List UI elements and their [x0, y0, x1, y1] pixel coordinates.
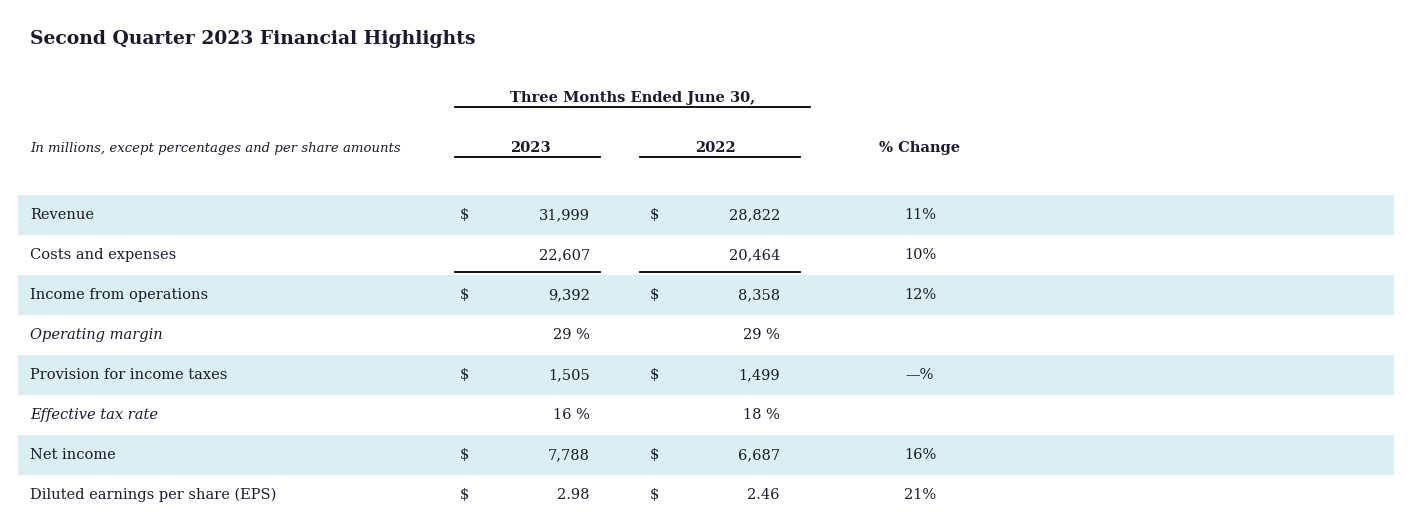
Text: Costs and expenses: Costs and expenses — [30, 248, 176, 262]
Text: —%: —% — [907, 368, 935, 382]
Text: 1,499: 1,499 — [738, 368, 779, 382]
Text: $: $ — [650, 288, 659, 302]
Text: $: $ — [460, 288, 469, 302]
Text: Three Months Ended June 30,: Three Months Ended June 30, — [510, 91, 755, 105]
Text: 9,392: 9,392 — [548, 288, 590, 302]
Text: 29 %: 29 % — [554, 328, 590, 342]
Text: 16 %: 16 % — [554, 408, 590, 422]
Text: $: $ — [460, 208, 469, 222]
Text: $: $ — [460, 368, 469, 382]
Text: 2.98: 2.98 — [558, 488, 590, 502]
Text: $: $ — [460, 488, 469, 502]
Text: 12%: 12% — [904, 288, 936, 302]
Text: 2022: 2022 — [695, 141, 736, 155]
Bar — [18, 275, 1394, 315]
Text: 1,505: 1,505 — [548, 368, 590, 382]
Text: Second Quarter 2023 Financial Highlights: Second Quarter 2023 Financial Highlights — [30, 30, 476, 48]
Text: 20,464: 20,464 — [729, 248, 779, 262]
Text: 28,822: 28,822 — [729, 208, 779, 222]
Text: $: $ — [650, 368, 659, 382]
Text: 7,788: 7,788 — [548, 448, 590, 462]
Bar — [18, 435, 1394, 475]
Text: 29 %: 29 % — [743, 328, 779, 342]
Text: Income from operations: Income from operations — [30, 288, 208, 302]
Text: 2.46: 2.46 — [747, 488, 779, 502]
Text: Net income: Net income — [30, 448, 116, 462]
Text: $: $ — [460, 448, 469, 462]
Text: % Change: % Change — [880, 141, 960, 155]
Bar — [18, 195, 1394, 235]
Text: 21%: 21% — [904, 488, 936, 502]
Text: 8,358: 8,358 — [738, 288, 779, 302]
Text: Diluted earnings per share (EPS): Diluted earnings per share (EPS) — [30, 488, 277, 502]
Bar — [18, 355, 1394, 395]
Text: $: $ — [650, 488, 659, 502]
Text: 10%: 10% — [904, 248, 936, 262]
Text: 18 %: 18 % — [743, 408, 779, 422]
Text: 22,607: 22,607 — [539, 248, 590, 262]
Text: 6,687: 6,687 — [738, 448, 779, 462]
Text: Provision for income taxes: Provision for income taxes — [30, 368, 227, 382]
Text: $: $ — [650, 208, 659, 222]
Text: 11%: 11% — [904, 208, 936, 222]
Text: Operating margin: Operating margin — [30, 328, 162, 342]
Text: 2023: 2023 — [510, 141, 551, 155]
Text: 16%: 16% — [904, 448, 936, 462]
Text: Revenue: Revenue — [30, 208, 95, 222]
Text: 31,999: 31,999 — [539, 208, 590, 222]
Text: $: $ — [650, 448, 659, 462]
Text: In millions, except percentages and per share amounts: In millions, except percentages and per … — [30, 142, 401, 155]
Text: Effective tax rate: Effective tax rate — [30, 408, 158, 422]
